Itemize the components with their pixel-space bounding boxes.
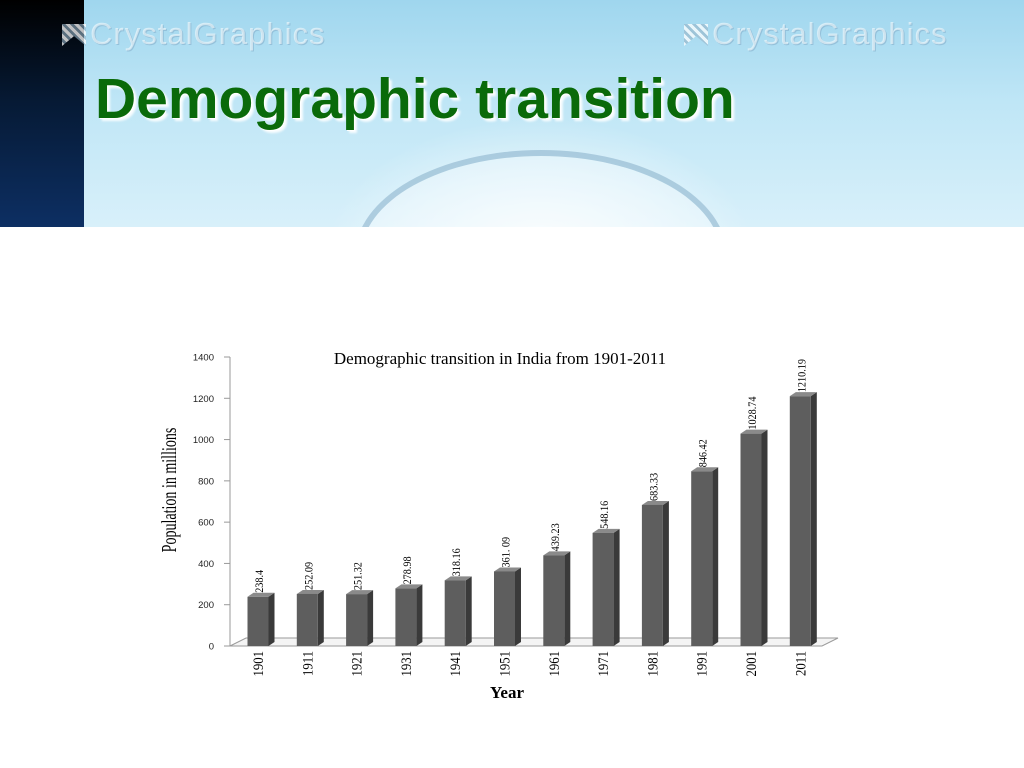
bar-top (592, 528, 620, 533)
bar-side (465, 576, 472, 646)
bar-side (662, 500, 669, 646)
bar-1981: 683.33 (641, 473, 669, 646)
x-axis-ticks: 1901 1911 1921 1931 1941 1951 1961 1971 1981 1991… (251, 651, 809, 677)
data-label: 1210.19 (796, 359, 809, 393)
y-tick-label: 600 (198, 518, 214, 529)
bar-side (268, 592, 275, 646)
bar-top (296, 589, 324, 594)
y-axis-label: Population in millions (157, 428, 181, 553)
bar-1991: 846.42 (691, 439, 719, 646)
bar-1961: 439.23 (543, 523, 571, 646)
bar-side (810, 392, 817, 646)
bar-1911: 252.09 (296, 562, 324, 646)
data-label: 238.4 (253, 569, 266, 592)
bar-top (543, 551, 571, 556)
x-tick-label: 1961 (547, 651, 563, 677)
bar-top (494, 567, 521, 572)
bar-side (416, 584, 423, 646)
bar-top (740, 429, 768, 434)
data-label: 318.16 (451, 548, 464, 576)
slide-title: Demographic transition (95, 67, 735, 131)
x-tick-label: 1951 (498, 651, 514, 677)
bar-top (346, 590, 374, 595)
bar (641, 504, 663, 646)
data-label: 439.23 (549, 523, 562, 551)
watermark-right: CrystalGraphics (684, 16, 948, 52)
y-axis-ticks: 0 200 400 600 800 1000 1200 1400 (193, 353, 231, 653)
bar-side (761, 429, 768, 646)
x-tick-label: 1991 (695, 651, 711, 677)
watermark-left-text: CrystalGraphics (90, 16, 326, 51)
chart-floor (229, 637, 839, 647)
x-axis-label: Year (490, 683, 524, 702)
bar-top (247, 592, 275, 597)
bar-1901: 238.4 (247, 569, 275, 646)
y-tick-label: 1000 (193, 435, 214, 446)
crystalgraphics-logo-icon (684, 24, 708, 46)
y-tick-label: 200 (198, 600, 214, 611)
bar (789, 396, 811, 646)
slide-header: CrystalGraphics CrystalGraphics Demograp… (0, 0, 1024, 227)
bar-side (515, 567, 521, 646)
bar-top (444, 576, 472, 581)
data-label: 1028.74 (746, 396, 759, 430)
bar-side (712, 467, 719, 646)
data-label: 251.32 (352, 562, 365, 590)
bar-1921: 251.32 (346, 562, 374, 646)
data-label: 278.98 (401, 556, 414, 584)
x-tick-label: 1941 (448, 651, 464, 677)
bar (395, 588, 417, 646)
data-label: 548.16 (598, 500, 611, 528)
y-tick-label: 800 (198, 476, 214, 487)
bar-1941: 318.16 (444, 548, 472, 646)
bar-2011: 1210.19 (789, 359, 817, 646)
bar (296, 593, 318, 646)
data-label: 683.33 (648, 473, 661, 501)
x-tick-label: 2001 (744, 651, 760, 677)
bar (247, 596, 269, 646)
data-label: 361. 09 (500, 536, 513, 567)
x-tick-label: 1931 (399, 651, 415, 677)
floor-plane (229, 637, 839, 647)
x-tick-label: 1971 (596, 651, 612, 677)
bar (346, 594, 368, 646)
bar (592, 532, 614, 646)
y-tick-label: 1200 (193, 394, 214, 405)
data-label: 846.42 (697, 439, 710, 467)
x-tick-label: 1921 (350, 651, 366, 677)
bar-1971: 548.16 (592, 500, 620, 646)
watermark-right-text: CrystalGraphics (712, 16, 948, 51)
bar (494, 571, 515, 646)
bar-top (641, 500, 669, 505)
x-tick-label: 1981 (646, 651, 662, 677)
watermark-left: CrystalGraphics (62, 16, 326, 52)
bar (543, 555, 565, 646)
chart-title: Demographic transition in India from 190… (334, 349, 666, 368)
x-tick-label: 2011 (793, 651, 809, 676)
y-tick-label: 0 (209, 642, 214, 653)
bar-2001: 1028.74 (740, 396, 768, 646)
bar-1931: 278.98 (395, 556, 423, 646)
crystalgraphics-logo-icon (62, 24, 86, 46)
x-tick-label: 1901 (251, 651, 267, 677)
data-label: 252.09 (303, 562, 316, 590)
bar (691, 471, 713, 646)
bar (444, 580, 466, 646)
bar-top (691, 467, 719, 472)
bar-top (395, 584, 423, 589)
y-tick-label: 400 (198, 559, 214, 570)
x-tick-label: 1911 (300, 651, 316, 676)
bar-side (367, 590, 374, 646)
bar-side (613, 528, 620, 646)
bars: 238.4 252.09 251.32 278.98 318.16 361. 09 439.… (247, 359, 817, 646)
bar-top (789, 392, 817, 397)
bar-side (564, 551, 571, 646)
bar (740, 433, 762, 646)
bar-1951: 361. 09 (494, 536, 521, 646)
bar-side (317, 589, 324, 646)
y-tick-label: 1400 (193, 353, 214, 364)
